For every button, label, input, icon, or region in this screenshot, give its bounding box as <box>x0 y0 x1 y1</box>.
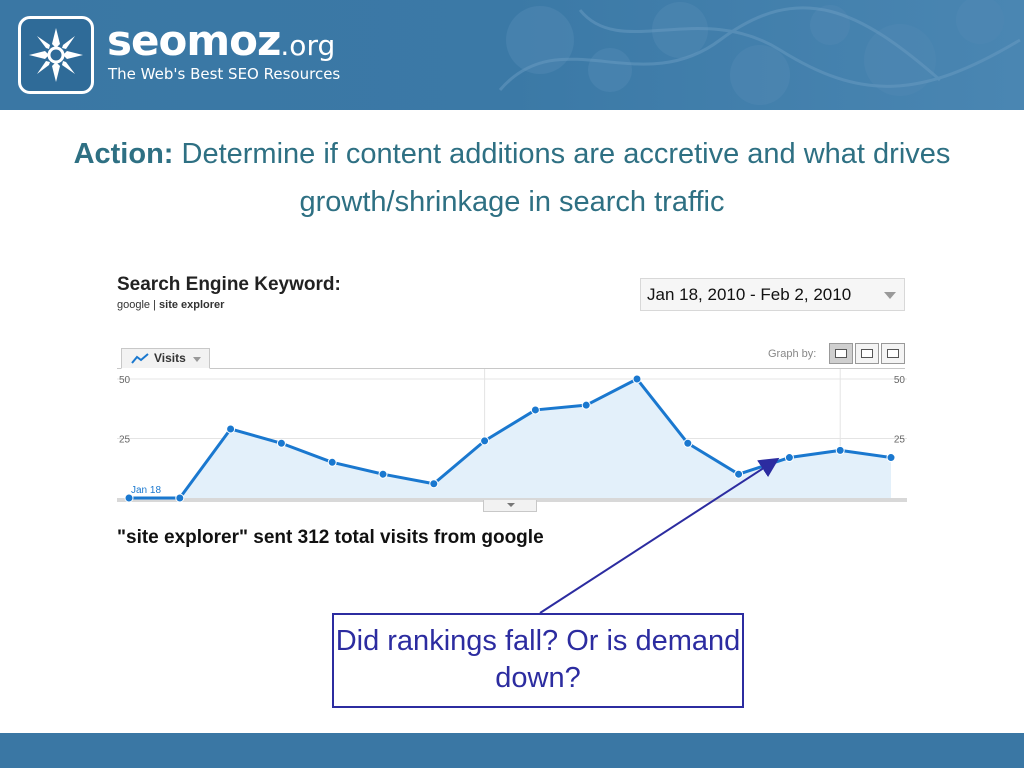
y-tick-label-right: 25 <box>894 435 906 446</box>
data-point <box>886 453 896 463</box>
y-tick-label-left: 50 <box>119 375 131 386</box>
panel-subtitle: google | site explorer <box>117 299 224 311</box>
brand-name: seomoz <box>107 16 281 65</box>
callout-text: Did rankings fall? Or is demand down? <box>335 625 741 694</box>
seomoz-logo[interactable] <box>18 16 94 94</box>
x-tick-label: Jan 18 <box>131 485 161 496</box>
data-point <box>480 436 490 446</box>
date-range-value: Jan 18, 2010 - Feb 2, 2010 <box>647 285 852 304</box>
calendar-day-icon <box>835 349 847 358</box>
callout-box: Did rankings fall? Or is demand down? <box>332 613 744 708</box>
data-point <box>835 445 845 455</box>
date-range-selector[interactable]: Jan 18, 2010 - Feb 2, 2010 <box>640 278 905 311</box>
header-banner: seomoz.org The Web's Best SEO Resources <box>0 0 1024 110</box>
tab-visits-label: Visits <box>154 351 186 365</box>
graph-by-day-button[interactable] <box>829 343 853 364</box>
chevron-down-icon <box>193 357 201 362</box>
data-point <box>581 400 591 410</box>
subtitle-source-link[interactable]: google <box>117 299 151 311</box>
data-point <box>683 438 693 448</box>
data-point <box>124 493 134 503</box>
y-tick-label-right: 50 <box>894 375 906 386</box>
tab-divider <box>117 368 905 369</box>
chevron-down-icon <box>884 292 896 299</box>
graph-by-label: Graph by: <box>768 348 817 360</box>
brand-suffix: .org <box>280 29 336 62</box>
data-point <box>378 469 388 479</box>
subtitle-separator: | <box>150 299 160 311</box>
slide-title: Action: Determine if content additions a… <box>30 130 994 226</box>
data-point <box>327 457 337 467</box>
subtitle-keyword: site explorer <box>159 299 225 311</box>
data-point <box>226 424 236 434</box>
sunburst-logo-icon <box>29 28 83 82</box>
footer-band <box>0 733 1024 768</box>
data-point <box>632 374 642 384</box>
title-action-label: Action: <box>73 138 174 170</box>
header-decoration <box>498 0 1021 105</box>
line-chart-icon <box>131 353 149 364</box>
data-point <box>429 479 439 489</box>
brand-wordmark: seomoz.org <box>107 18 335 64</box>
data-point <box>734 469 744 479</box>
data-point <box>175 493 185 503</box>
y-tick-label-left: 25 <box>119 435 131 446</box>
brand-tagline: The Web's Best SEO Resources <box>108 65 341 83</box>
data-point <box>276 438 286 448</box>
panel-title: Search Engine Keyword: <box>117 274 341 295</box>
data-point <box>784 453 794 463</box>
calendar-month-icon <box>887 349 899 358</box>
graph-by-week-button[interactable] <box>855 343 879 364</box>
series-area <box>129 379 891 498</box>
visits-summary: "site explorer" sent 312 total visits fr… <box>117 527 544 548</box>
title-text: Determine if content additions are accre… <box>173 138 951 218</box>
calendar-week-icon <box>861 349 873 358</box>
graph-by-month-button[interactable] <box>881 343 905 364</box>
chevron-down-icon <box>507 503 515 507</box>
tab-visits[interactable]: Visits <box>121 348 210 369</box>
expand-chart-toggle[interactable] <box>483 500 537 512</box>
data-point <box>530 405 540 415</box>
